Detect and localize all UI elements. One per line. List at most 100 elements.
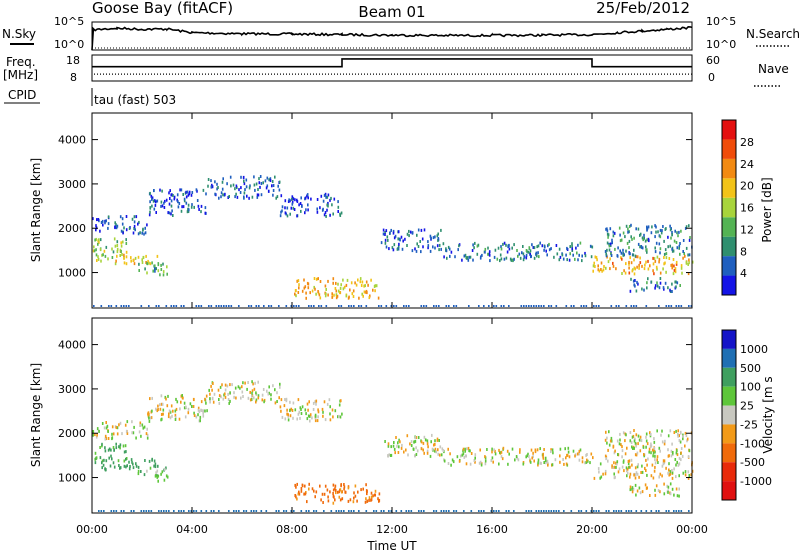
- data-cell: [685, 246, 688, 250]
- freq-series: [92, 58, 692, 68]
- data-cell: [210, 305, 213, 307]
- data-cell: [153, 464, 155, 468]
- data-cell: [583, 305, 585, 307]
- data-cell: [629, 431, 632, 434]
- data-cell: [676, 460, 678, 464]
- data-cell: [665, 256, 668, 260]
- data-cell: [629, 439, 632, 443]
- data-cell: [173, 197, 176, 201]
- data-cell: [100, 221, 103, 224]
- data-cell: [366, 492, 368, 496]
- data-cell: [180, 305, 183, 307]
- data-cell: [653, 440, 656, 444]
- data-cell: [149, 210, 151, 214]
- data-cell: [558, 258, 561, 262]
- data-cell: [624, 439, 626, 443]
- data-cell: [384, 241, 387, 245]
- data-cell: [673, 431, 676, 434]
- data-cell: [207, 178, 210, 181]
- data-cell: [99, 456, 102, 460]
- data-cell: [306, 402, 309, 406]
- data-cell: [168, 409, 171, 413]
- data-cell: [272, 384, 274, 388]
- data-cell: [628, 239, 631, 243]
- data-cell: [505, 256, 508, 260]
- data-cell: [125, 465, 127, 469]
- data-cell: [646, 463, 648, 467]
- data-cell: [243, 510, 245, 512]
- data-cell: [338, 490, 341, 494]
- data-cell: [365, 510, 368, 512]
- data-cell: [437, 238, 439, 242]
- data-cell: [326, 208, 328, 212]
- data-cell: [334, 498, 336, 502]
- data-cell: [211, 388, 213, 392]
- data-cell: [183, 197, 186, 201]
- data-cell: [343, 487, 345, 491]
- data-cell: [224, 392, 226, 396]
- data-cell: [517, 458, 520, 462]
- data-cell: [183, 406, 186, 410]
- data-cell: [336, 294, 339, 298]
- data-cell: [620, 238, 623, 242]
- data-cell: [448, 247, 451, 251]
- data-cell: [443, 255, 445, 259]
- data-cell: [202, 409, 204, 413]
- data-cell: [258, 177, 260, 181]
- data-cell: [646, 228, 648, 232]
- data-cell: [164, 395, 167, 399]
- data-cell: [654, 286, 656, 290]
- data-cell: [157, 408, 159, 411]
- data-cell: [114, 262, 117, 266]
- data-cell: [628, 266, 630, 270]
- data-cell: [534, 448, 537, 452]
- data-cell: [305, 412, 307, 416]
- data-cell: [344, 490, 347, 494]
- data-cell: [141, 261, 144, 264]
- data-cell: [210, 510, 213, 512]
- data-cell: [644, 239, 647, 243]
- data-cell: [497, 246, 500, 250]
- data-cell: [304, 408, 307, 412]
- data-cell: [146, 436, 149, 440]
- data-cell: [289, 409, 291, 412]
- data-cell: [382, 232, 385, 236]
- data-cell: [305, 296, 307, 300]
- data-cell: [553, 510, 555, 512]
- data-cell: [408, 510, 410, 512]
- data-cell: [98, 238, 100, 242]
- data-cell: [313, 305, 315, 307]
- data-cell: [161, 417, 163, 421]
- data-cell: [566, 258, 568, 262]
- data-cell: [316, 198, 319, 201]
- data-cell: [678, 487, 680, 491]
- data-cell: [645, 245, 647, 249]
- data-cell: [411, 231, 414, 235]
- data-cell: [477, 243, 480, 247]
- data-cell: [187, 208, 189, 212]
- data-cell: [491, 447, 493, 451]
- data-cell: [276, 195, 279, 199]
- data-cell: [289, 199, 291, 203]
- velocity-colorbar-swatch: [722, 443, 736, 463]
- data-cell: [678, 494, 680, 498]
- data-cell: [185, 201, 188, 205]
- data-cell: [658, 242, 661, 246]
- data-cell: [245, 178, 248, 182]
- data-cell: [420, 305, 423, 307]
- data-cell: [319, 206, 321, 210]
- data-cell: [255, 398, 258, 402]
- data-cell: [612, 466, 614, 469]
- data-cell: [382, 228, 385, 232]
- data-cell: [414, 436, 417, 440]
- data-cell: [637, 242, 640, 246]
- data-cell: [293, 510, 295, 512]
- data-cell: [132, 231, 135, 235]
- data-cell: [674, 280, 676, 284]
- velocity-colorbar-swatch: [722, 405, 736, 425]
- data-cell: [652, 451, 655, 455]
- data-cell: [467, 258, 470, 262]
- data-cell: [125, 429, 128, 433]
- data-cell: [576, 251, 578, 255]
- data-cell: [551, 463, 554, 467]
